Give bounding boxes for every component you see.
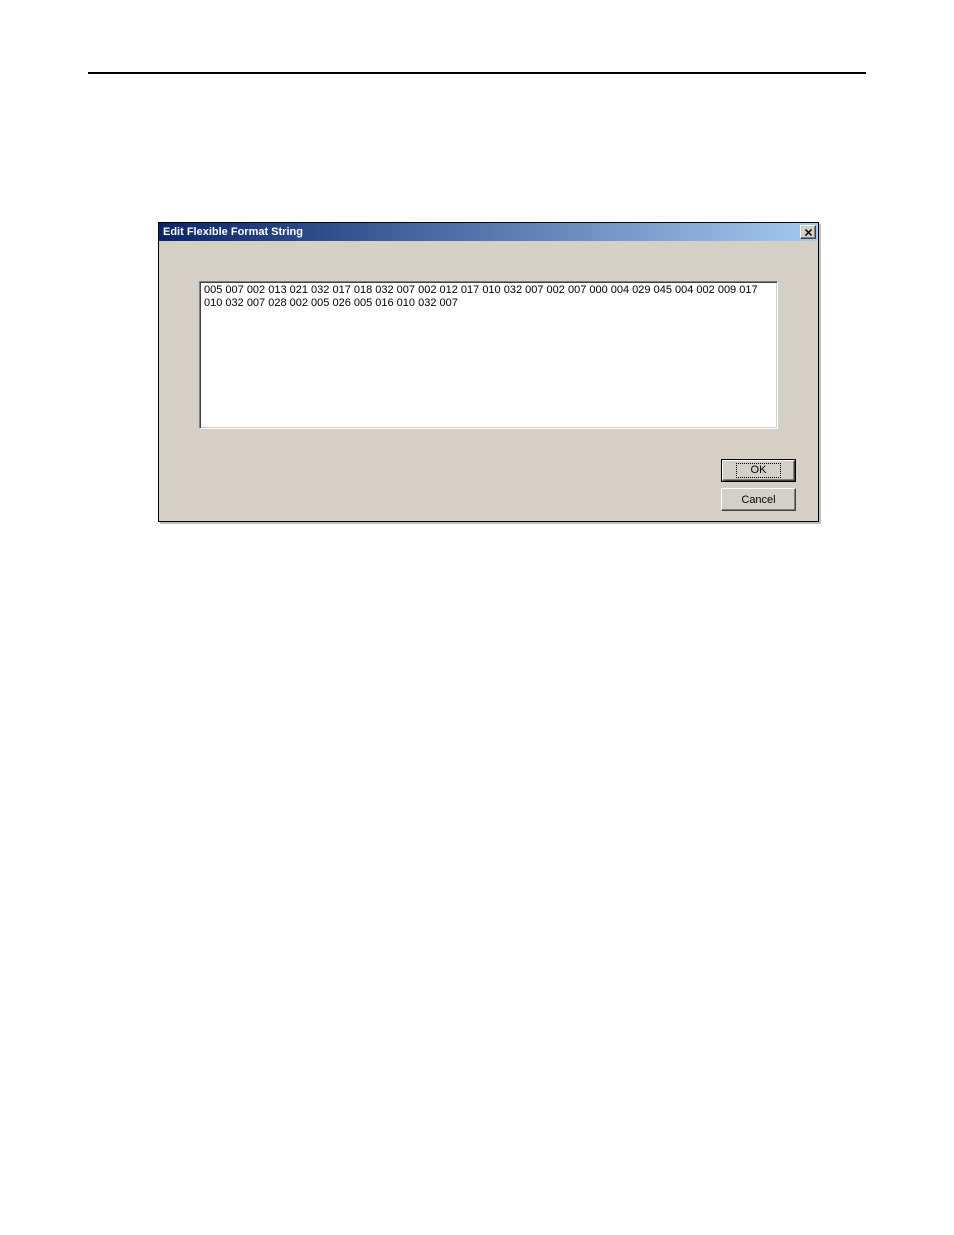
page-divider (88, 72, 866, 74)
edit-flexible-format-dialog: Edit Flexible Format String 005 007 002 … (158, 222, 819, 522)
button-column: OK Cancel (721, 459, 796, 511)
close-button[interactable] (800, 225, 816, 239)
close-icon (805, 229, 812, 236)
ok-button-label: OK (736, 463, 782, 478)
cancel-button[interactable]: Cancel (721, 488, 796, 511)
cancel-button-label: Cancel (741, 494, 775, 506)
format-string-textarea[interactable]: 005 007 002 013 021 032 017 018 032 007 … (199, 281, 778, 429)
titlebar-title: Edit Flexible Format String (161, 226, 800, 238)
ok-button[interactable]: OK (721, 459, 796, 482)
titlebar[interactable]: Edit Flexible Format String (159, 223, 818, 241)
dialog-body: 005 007 002 013 021 032 017 018 032 007 … (159, 241, 818, 521)
